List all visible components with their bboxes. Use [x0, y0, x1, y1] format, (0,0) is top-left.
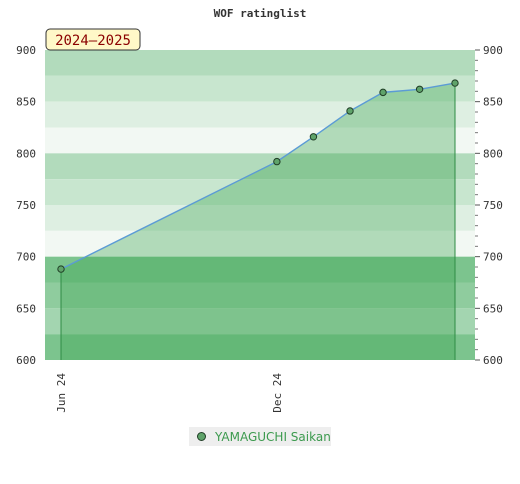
grid-band [45, 205, 475, 231]
y-tick-label-right: 900 [483, 44, 503, 57]
grid-band [45, 101, 475, 128]
grid-band [45, 308, 475, 335]
y-tick-label-left: 700 [16, 251, 36, 264]
grid-band [45, 230, 475, 257]
data-point [415, 85, 424, 93]
grid-band [45, 75, 475, 102]
grid-band [45, 282, 475, 309]
legend-marker-icon [197, 432, 206, 441]
y-tick-label-right: 750 [483, 199, 503, 212]
grid-band [45, 50, 475, 76]
data-point [451, 79, 459, 87]
data-point [379, 88, 387, 97]
y-tick-label-left: 900 [16, 44, 36, 57]
y-tick-label-right: 850 [483, 96, 503, 109]
y-tick-label-right: 800 [483, 147, 503, 160]
y-tick-label-left: 800 [16, 147, 36, 160]
data-point [57, 265, 65, 273]
y-tick-label-right: 600 [483, 354, 503, 367]
y-tick-label-right: 700 [483, 251, 503, 264]
grid-band [45, 334, 475, 360]
chart-title: WOF ratinglist [214, 7, 307, 20]
x-tick-label: Jun 24 [55, 373, 68, 413]
data-point [309, 133, 318, 141]
grid-band [45, 179, 475, 205]
data-point [346, 107, 354, 115]
grid-band [45, 256, 475, 283]
grid-band [45, 153, 475, 180]
y-tick-label-right: 650 [483, 302, 503, 315]
y-tick-label-left: 750 [16, 199, 36, 212]
season-badge: 2024–2025 [45, 28, 141, 51]
season-label: 2024–2025 [55, 33, 131, 49]
y-tick-label-left: 650 [16, 302, 36, 315]
legend[interactable]: YAMAGUCHI Saikan [189, 427, 331, 446]
legend-entry-label: YAMAGUCHI Saikan [215, 429, 331, 444]
rating-area [61, 83, 455, 361]
x-tick-label: Dec 24 [271, 373, 284, 413]
y-tick-label-left: 850 [16, 96, 36, 109]
grid-band [45, 127, 475, 154]
data-point [273, 157, 281, 166]
y-tick-label-left: 600 [16, 354, 36, 367]
